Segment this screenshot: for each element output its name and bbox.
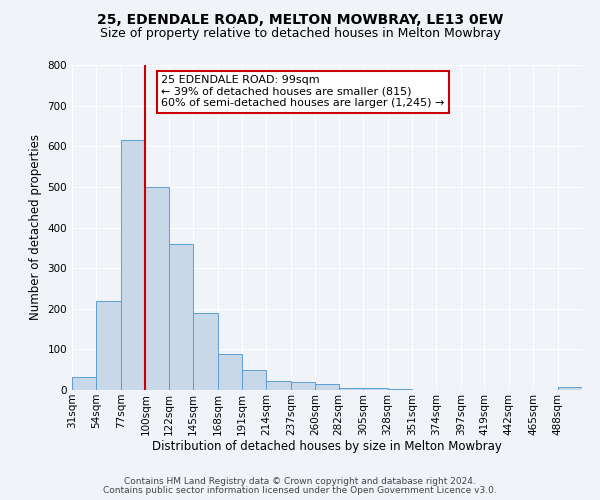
Bar — [97, 300, 121, 390]
Bar — [363, 388, 388, 390]
Text: Size of property relative to detached houses in Melton Mowbray: Size of property relative to detached ho… — [100, 28, 500, 40]
Text: 25, EDENDALE ROAD, MELTON MOWBRAY, LE13 0EW: 25, EDENDALE ROAD, MELTON MOWBRAY, LE13 … — [97, 12, 503, 26]
Bar — [291, 382, 316, 390]
X-axis label: Distribution of detached houses by size in Melton Mowbray: Distribution of detached houses by size … — [152, 440, 502, 454]
Y-axis label: Number of detached properties: Number of detached properties — [29, 134, 42, 320]
Bar — [338, 388, 363, 390]
Bar — [121, 140, 145, 390]
Bar — [266, 381, 291, 390]
Bar — [218, 354, 242, 390]
Bar — [557, 387, 582, 390]
Bar — [242, 370, 266, 390]
Text: Contains public sector information licensed under the Open Government Licence v3: Contains public sector information licen… — [103, 486, 497, 495]
Bar — [169, 244, 193, 390]
Bar — [145, 187, 169, 390]
Bar — [316, 384, 338, 390]
Bar — [72, 377, 97, 390]
Text: 25 EDENDALE ROAD: 99sqm
← 39% of detached houses are smaller (815)
60% of semi-d: 25 EDENDALE ROAD: 99sqm ← 39% of detache… — [161, 75, 445, 108]
Bar — [388, 389, 412, 390]
Bar — [193, 313, 218, 390]
Text: Contains HM Land Registry data © Crown copyright and database right 2024.: Contains HM Land Registry data © Crown c… — [124, 477, 476, 486]
